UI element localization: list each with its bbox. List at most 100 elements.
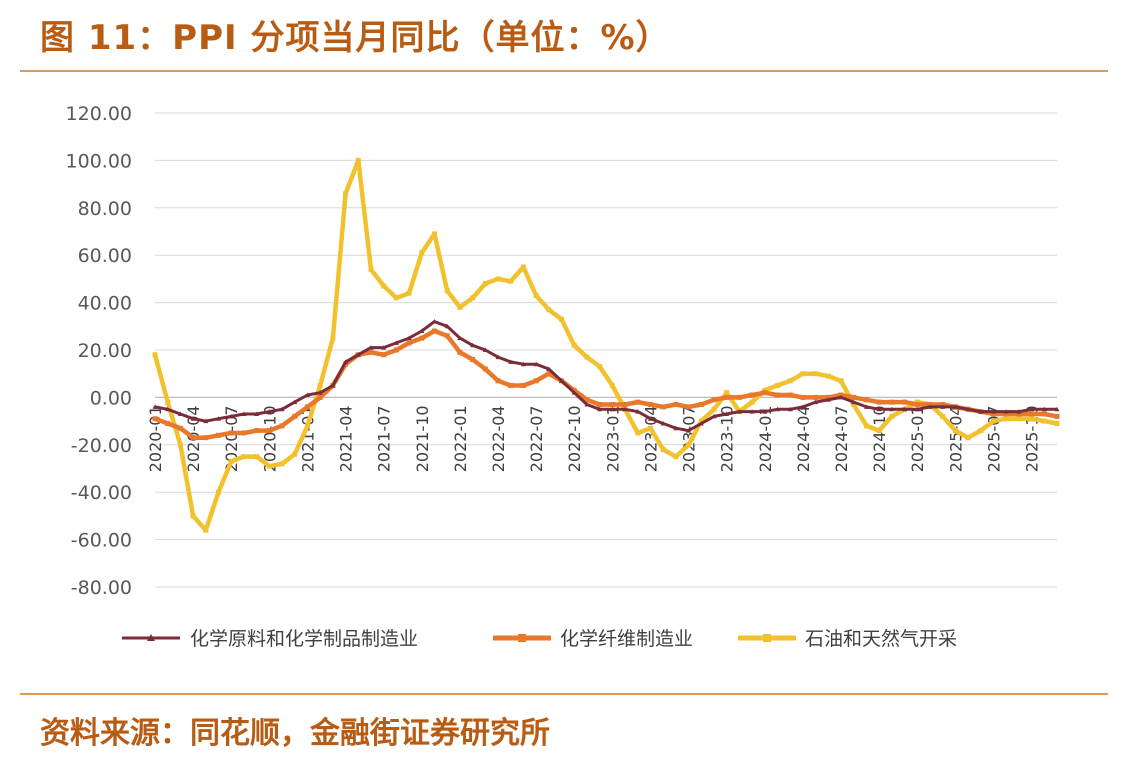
title-divider xyxy=(20,70,1108,72)
data-point xyxy=(190,416,196,421)
data-point xyxy=(304,404,310,410)
data-point xyxy=(876,406,882,412)
data-point xyxy=(203,418,209,424)
data-point xyxy=(711,397,717,403)
data-point xyxy=(914,406,920,412)
series-line-3 xyxy=(152,158,1058,533)
data-point xyxy=(508,278,514,284)
data-point xyxy=(419,250,425,256)
data-point xyxy=(775,383,781,389)
data-point xyxy=(635,430,641,436)
legend-label-2: 化学纤维制造业 xyxy=(560,628,693,650)
data-point xyxy=(419,335,425,341)
y-tick-label: 80.00 xyxy=(78,198,132,220)
data-point xyxy=(863,423,869,429)
data-point xyxy=(889,399,895,405)
data-point xyxy=(152,404,158,409)
data-point xyxy=(228,430,234,436)
data-point xyxy=(736,394,742,400)
source-divider xyxy=(20,693,1108,695)
data-point xyxy=(1003,416,1009,422)
data-point xyxy=(584,354,590,360)
data-point xyxy=(660,420,666,426)
data-point xyxy=(902,399,908,405)
y-tick-label: 0.00 xyxy=(90,387,132,409)
data-point xyxy=(1016,411,1022,417)
y-axis-ticks: 120.00 100.00 80.00 60.00 40.00 20.00 0.00 -20.… xyxy=(66,103,132,599)
data-point xyxy=(254,428,260,434)
data-point xyxy=(317,394,323,400)
data-point xyxy=(241,454,247,460)
data-point xyxy=(152,352,158,358)
data-point xyxy=(724,390,730,396)
data-point xyxy=(559,378,565,383)
data-point xyxy=(304,392,310,398)
data-point xyxy=(1029,411,1035,417)
data-point xyxy=(419,328,425,334)
data-point xyxy=(228,458,234,464)
data-point xyxy=(470,295,476,301)
data-point xyxy=(279,406,285,412)
data-point xyxy=(393,295,399,301)
data-point xyxy=(520,383,526,389)
data-point xyxy=(749,392,755,398)
data-point xyxy=(673,402,679,408)
data-point xyxy=(952,404,958,409)
data-point xyxy=(559,316,565,322)
data-point xyxy=(495,378,501,384)
data-point xyxy=(381,345,387,350)
data-point xyxy=(317,390,323,395)
x-tick-label: 2022-07 xyxy=(527,405,546,472)
y-tick-label: 60.00 xyxy=(78,245,132,267)
data-point xyxy=(584,397,590,403)
data-point xyxy=(393,340,399,345)
data-point xyxy=(686,404,692,410)
data-point xyxy=(203,435,209,441)
line-chart: 120.00 100.00 80.00 60.00 40.00 20.00 0.00 -20.… xyxy=(66,103,1060,650)
x-tick-label: 2022-01 xyxy=(451,405,470,472)
data-point xyxy=(406,290,412,296)
data-point xyxy=(520,264,526,270)
data-point xyxy=(368,266,374,272)
x-tick-label: 2020-07 xyxy=(222,405,241,472)
x-tick-label: 2025-04 xyxy=(946,405,965,472)
data-point xyxy=(851,402,857,408)
data-point xyxy=(165,420,171,426)
data-point xyxy=(190,435,196,441)
data-point xyxy=(990,411,996,417)
data-point xyxy=(470,342,476,348)
data-point xyxy=(279,423,285,429)
data-point xyxy=(177,411,183,416)
data-point xyxy=(533,292,539,298)
data-point xyxy=(508,383,514,389)
data-point xyxy=(533,361,539,367)
data-point xyxy=(965,435,971,441)
data-point xyxy=(863,397,869,403)
data-point xyxy=(444,323,450,329)
data-point xyxy=(673,454,679,460)
x-tick-label: 2021-04 xyxy=(337,405,356,472)
data-point xyxy=(533,378,539,384)
x-tick-label: 2024-01 xyxy=(756,405,775,472)
data-point xyxy=(838,378,844,384)
legend: 化学原料和化学制品制造业 化学纤维制造业 石油和天然气开采 xyxy=(122,628,957,650)
data-point xyxy=(762,390,768,396)
data-point xyxy=(647,416,653,421)
data-point xyxy=(292,399,298,405)
legend-marker xyxy=(763,634,771,642)
data-point xyxy=(355,157,361,163)
x-tick-label: 2023-01 xyxy=(603,405,622,472)
data-point xyxy=(584,402,590,407)
data-point xyxy=(216,432,222,438)
data-point xyxy=(381,283,387,289)
data-point xyxy=(940,404,946,409)
x-tick-label: 2024-07 xyxy=(832,405,851,472)
data-point xyxy=(406,340,412,346)
data-point xyxy=(317,383,323,389)
data-point xyxy=(177,425,183,431)
data-point xyxy=(546,307,552,313)
data-point xyxy=(838,394,844,400)
data-point xyxy=(876,399,882,405)
data-point xyxy=(990,409,996,414)
data-point xyxy=(216,489,222,495)
